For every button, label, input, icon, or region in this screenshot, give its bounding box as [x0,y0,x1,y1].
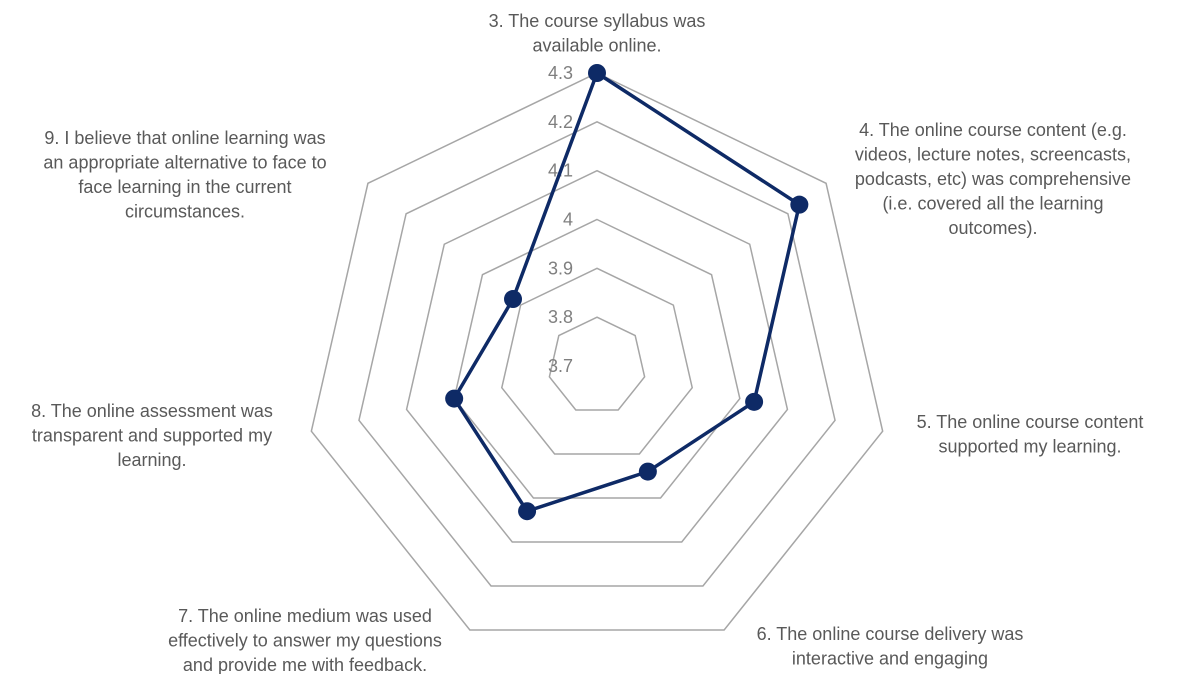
axis-label: 9. I believe that online learning was an … [43,128,326,222]
data-point [518,502,537,521]
axis-label-line: 6. The online course delivery was [757,624,1024,644]
axis-label-line: transparent and supported my [32,426,272,446]
axis-label: 8. The online assessment was transparent … [31,401,273,470]
data-point [445,389,464,408]
data-point [790,195,809,214]
grid-ring [310,72,884,631]
axis-label-line: face learning in the current [78,177,291,197]
axis-label: 7. The online medium was used effectively… [168,606,442,674]
axis-label-line: podcasts, etc) was comprehensive [855,169,1131,189]
axis-label-line: available online. [532,36,661,56]
axis-label-line: 5. The online course content [917,412,1144,432]
tick-label: 3.7 [548,356,573,376]
grid-ring [405,169,789,543]
axis-label-line: 7. The online medium was used [178,606,432,626]
axis-label-line: circumstances. [125,202,245,222]
axis-label-line: an appropriate alternative to face to [43,153,326,173]
data-point [638,462,657,481]
axis-label: 3. The course syllabus was available onli… [489,11,706,56]
axis-label-line: effectively to answer my questions [168,631,442,651]
axis-label-line: interactive and engaging [792,649,988,669]
grid-ring [453,218,741,499]
axis-label-line: 4. The online course content (e.g. [859,120,1127,140]
axis-label: 5. The online course content supported my… [917,412,1144,457]
data-point [745,392,764,411]
series-line [452,70,802,514]
axis-label-line: and provide me with feedback. [183,655,427,674]
axis-label: 6. The online course delivery was interac… [757,624,1024,669]
axis-label: 4. The online course content (e.g. videos… [855,120,1131,238]
tick-label: 3.8 [548,307,573,327]
axis-label-line: (i.e. covered all the learning [882,194,1103,214]
axis-label-line: 9. I believe that online learning was [44,128,325,148]
tick-label: 4.2 [548,112,573,132]
data-point [504,290,523,309]
axis-label-line: supported my learning. [938,437,1121,457]
axis-label-line: learning. [117,450,186,470]
grid-ring [358,121,836,587]
axis-label-line: 3. The course syllabus was [489,11,706,31]
axis-label-line: outcomes). [948,218,1037,238]
tick-label: 4 [563,210,573,230]
grid-ring [500,267,694,455]
tick-label: 4.3 [548,63,573,83]
data-point [588,64,606,82]
grid-ring [548,316,646,411]
axis-label-line: videos, lecture notes, screencasts, [855,145,1131,165]
tick-label: 3.9 [548,258,573,278]
axis-label-line: 8. The online assessment was [31,401,273,421]
